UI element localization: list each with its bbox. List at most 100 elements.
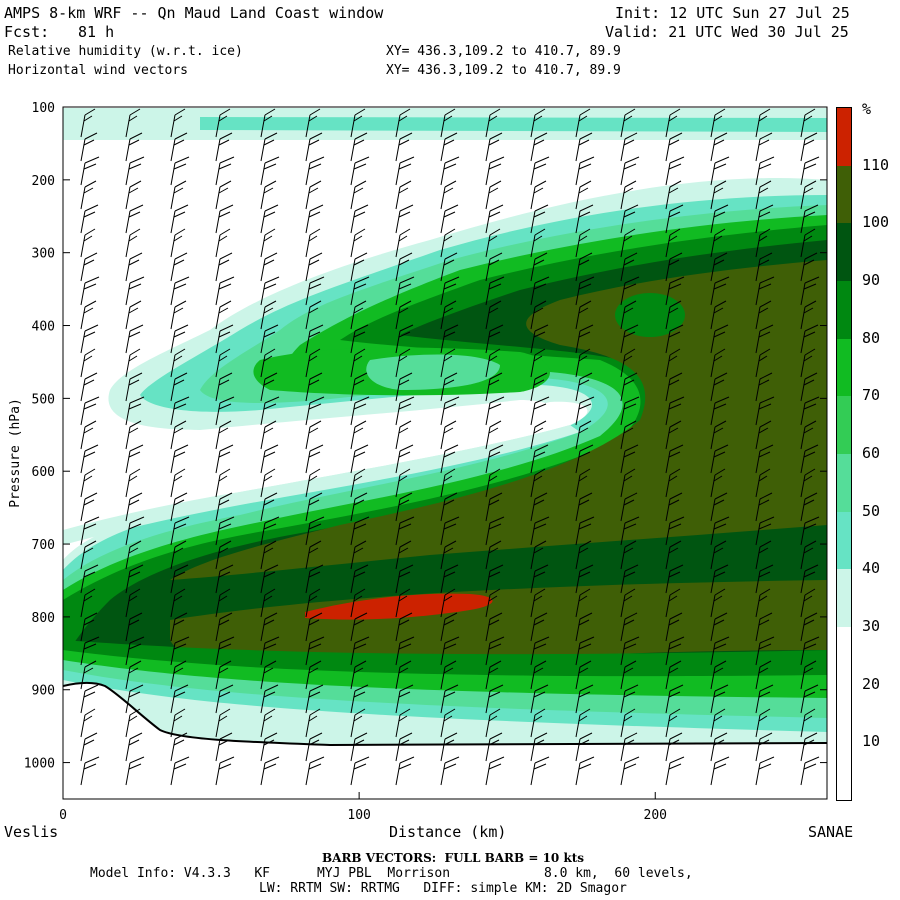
wind-barb [485,276,505,306]
wind-barb [260,300,277,330]
wind-barb [440,708,456,738]
wind-barb [665,276,685,306]
colorbar-segment [837,281,851,339]
wind-barb [575,588,591,618]
rh-lower-70 [63,660,827,721]
wind-barb [395,108,411,138]
wind-barb [485,708,501,738]
wind-barb [665,324,684,354]
wind-barb [350,612,368,642]
wind-barb [215,276,235,306]
rh-upper-band-inner [200,117,827,132]
colorbar-label: 80 [862,328,881,347]
wind-barb [350,756,370,786]
wind-barb [485,372,503,402]
wind-barb [665,252,683,282]
wind-barb [260,468,276,498]
wind-barb [260,276,280,306]
wind-barb [710,588,726,618]
wind-barb [800,252,818,282]
wind-barb [530,132,548,162]
wind-barb [440,276,460,306]
wind-barb [350,732,368,762]
wind-barb [350,108,366,138]
wind-barb [395,588,411,618]
wind-barb [665,396,685,426]
wind-barb [620,132,638,162]
rh-main-110 [170,260,827,580]
wind-barb [395,660,412,690]
wind-barb [305,732,323,762]
wind-barb [710,108,726,138]
field-label-rh: Relative humidity (w.r.t. ice) [8,44,243,59]
rh-lower-80 [63,650,827,704]
wind-barb [125,516,145,546]
wind-barb [620,372,638,402]
wind-barb [665,132,683,162]
wind-barb [620,180,637,210]
wind-barb [665,204,684,234]
wind-barb [800,468,816,498]
wind-barb [395,468,411,498]
wind-barb [755,540,772,570]
wind-barb [305,708,321,738]
wind-barb [215,324,234,354]
colorbar-label: 40 [862,559,881,578]
wind-barb [260,372,278,402]
rh-lower-40 [63,680,827,745]
wind-barb [80,636,100,666]
wind-barb [710,156,730,186]
wind-barb [575,444,594,474]
terrain-outline [63,682,827,747]
y-tick-label: 500 [32,392,55,407]
wind-barb [755,492,773,522]
wind-barb [440,516,460,546]
wind-barb [305,540,322,570]
wind-barb [485,396,505,426]
model-info-1: Model Info: V4.3.3 KF MYJ PBL Morrison 8… [90,866,693,881]
wind-barb [530,540,547,570]
wind-barb [305,612,323,642]
wind-barb [575,276,595,306]
wind-barb [260,540,277,570]
wind-barb [440,684,459,714]
wind-barb [620,420,637,450]
wind-barb [80,180,97,210]
colorbar-segment [837,569,851,627]
y-tick-label: 900 [32,684,55,699]
wind-barb [350,372,368,402]
wind-barb [350,252,368,282]
wind-barb [620,492,638,522]
wind-barb [170,372,188,402]
wind-barb [80,276,100,306]
wind-barb [710,348,726,378]
wind-barb [620,300,637,330]
init-time: Init: 12 UTC Sun 27 Jul 25 [615,4,850,22]
wind-barb [575,348,591,378]
wind-barb [350,636,370,666]
wind-barb [350,492,368,522]
wind-barb [215,420,232,450]
rh-dry-tongue-edge [63,425,580,545]
wind-barb [80,732,98,762]
wind-barb [260,348,276,378]
wind-barb [80,492,98,522]
wind-barb [350,588,366,618]
wind-barb [665,468,681,498]
wind-barb [440,732,458,762]
wind-barb [170,756,190,786]
wind-barb [80,564,99,594]
wind-barb [575,468,591,498]
wind-barb [530,732,548,762]
wind-barb [710,324,729,354]
wind-barb [170,204,189,234]
wind-barb [215,756,235,786]
wind-barb [665,180,682,210]
wind-barb [530,372,548,402]
wind-barb [305,636,325,666]
wind-barb [440,204,459,234]
wind-barb [215,132,233,162]
wind-barb [395,156,415,186]
wind-barb [620,636,640,666]
